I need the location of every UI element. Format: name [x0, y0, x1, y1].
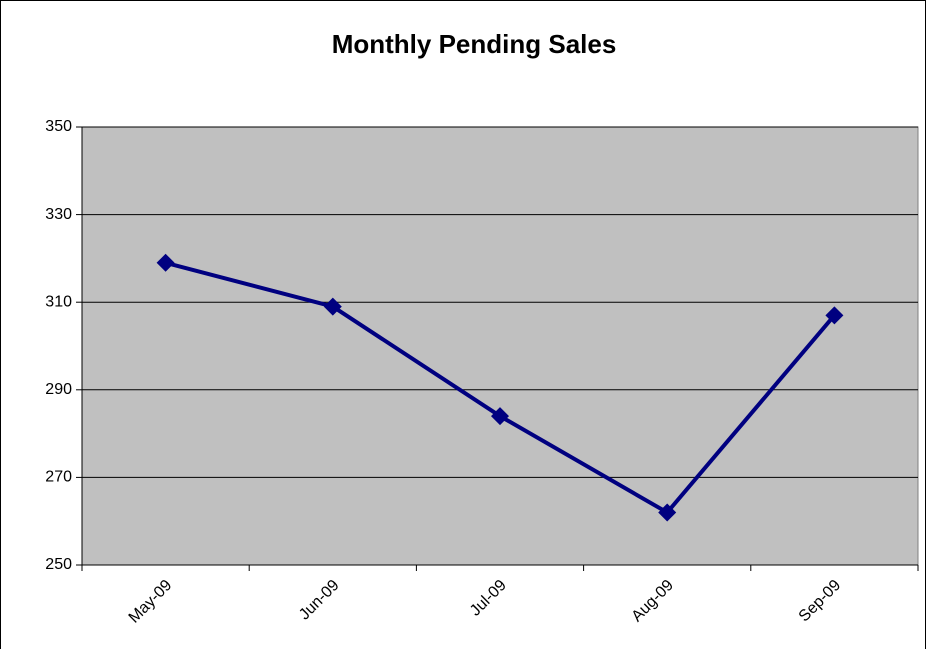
plot-area: [81, 126, 919, 566]
marker: [658, 503, 677, 522]
y-tick-label: 330: [45, 206, 72, 223]
marker: [825, 306, 844, 325]
marker: [491, 407, 509, 426]
y-tick-label: 350: [45, 118, 72, 135]
marker: [156, 253, 175, 272]
chart-title: Monthly Pending Sales: [332, 29, 617, 59]
y-tick-label: 250: [45, 556, 72, 573]
y-tick-label: 310: [45, 293, 72, 310]
y-tick-label: 290: [45, 381, 72, 398]
y-tick-label: 270: [45, 469, 72, 486]
marker: [323, 297, 342, 316]
